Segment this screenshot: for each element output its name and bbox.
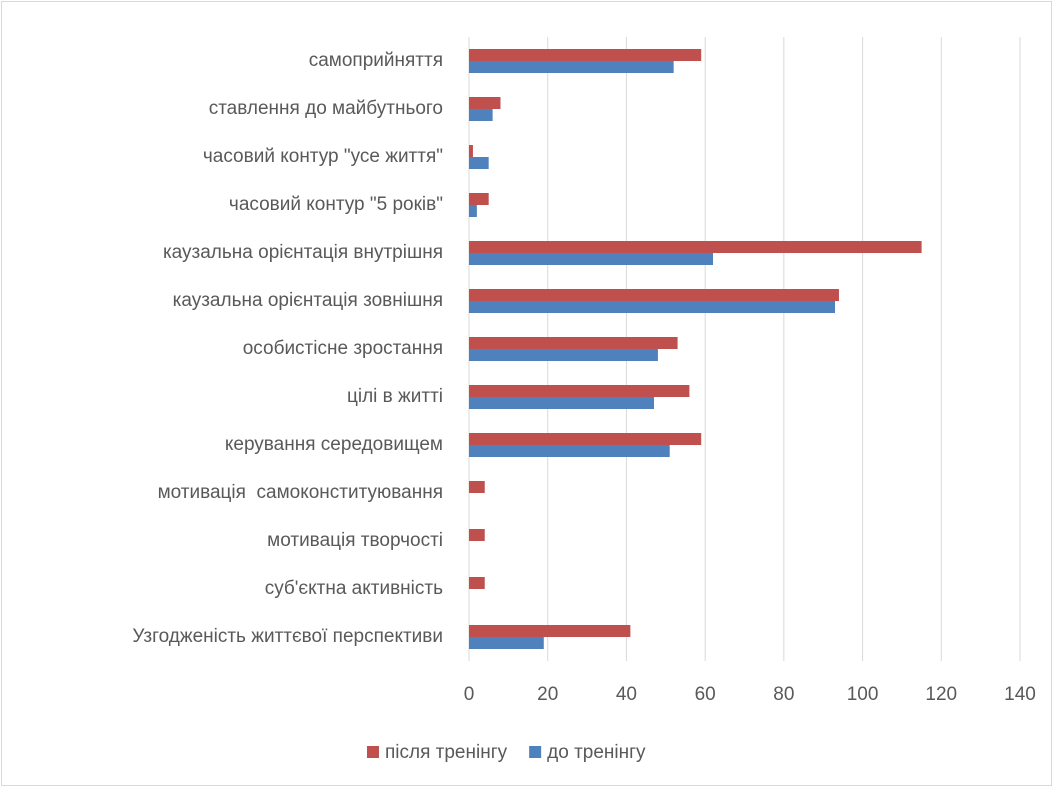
bar <box>469 349 658 361</box>
bar <box>469 529 485 541</box>
x-tick-label: 40 <box>616 684 637 705</box>
x-tick-label: 0 <box>464 684 475 705</box>
y-tick-label: мотивація творчості <box>267 530 443 551</box>
bar <box>469 445 670 457</box>
legend-label: до тренінгу <box>547 742 646 763</box>
legend-label: після тренінгу <box>385 742 508 763</box>
y-tick-label: часовий контур "5 років" <box>229 194 443 215</box>
bar <box>469 97 501 109</box>
bar <box>469 145 473 157</box>
bar <box>469 205 477 217</box>
bar <box>469 301 836 313</box>
bar <box>469 481 485 493</box>
x-tick-label: 100 <box>847 684 879 705</box>
y-tick-label: часовий контур "усе життя" <box>203 146 443 167</box>
bar <box>469 241 922 253</box>
y-tick-label: каузальна орієнтація внутрішня <box>163 242 443 263</box>
bar <box>469 289 839 301</box>
y-tick-label: Узгодженість життєвої перспективи <box>132 626 443 647</box>
x-tick-label: 120 <box>925 684 957 705</box>
bar <box>469 253 714 265</box>
bar <box>469 193 489 205</box>
bar <box>469 157 489 169</box>
bar <box>469 577 485 589</box>
y-tick-label: керування середовищем <box>225 434 443 455</box>
y-tick-label: каузальна орієнтація зовнішня <box>173 290 443 311</box>
bar <box>469 61 674 73</box>
bar <box>469 49 702 61</box>
bar <box>469 397 654 409</box>
y-tick-label: ставлення до майбутнього <box>209 98 443 119</box>
bar <box>469 337 678 349</box>
legend-swatch <box>367 746 379 758</box>
y-tick-label: суб'єктна активність <box>265 578 443 599</box>
bar <box>469 385 690 397</box>
x-tick-label: 60 <box>695 684 716 705</box>
y-tick-label: особистісне зростання <box>243 338 443 359</box>
bar <box>469 637 544 649</box>
x-tick-label: 80 <box>773 684 794 705</box>
y-tick-label: цілі в житті <box>347 386 443 407</box>
bar <box>469 109 493 121</box>
x-tick-label: 140 <box>1004 684 1036 705</box>
x-tick-label: 20 <box>537 684 558 705</box>
bar <box>469 625 631 637</box>
y-tick-label: самоприйняття <box>309 50 443 71</box>
y-tick-label: мотивація самоконституювання <box>158 482 443 503</box>
legend-swatch <box>529 746 542 758</box>
bar <box>469 433 702 445</box>
